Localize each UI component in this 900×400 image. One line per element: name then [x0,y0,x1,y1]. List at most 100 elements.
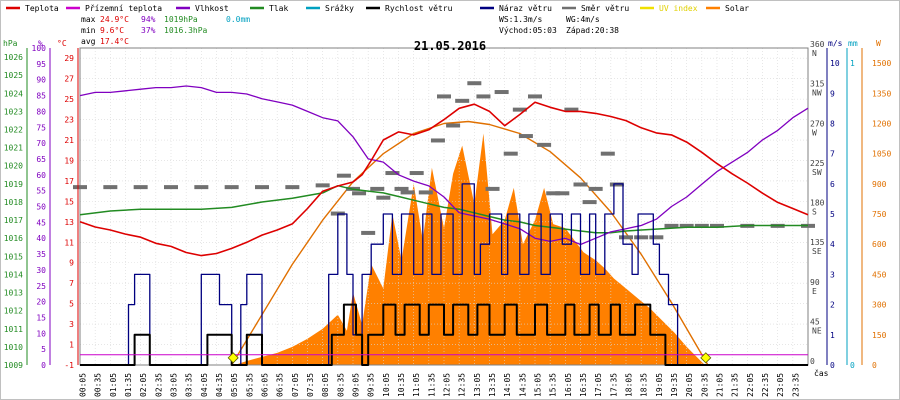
axis-ms-tick: 5 [830,210,835,219]
axis-ms-tick: 1 [830,331,835,340]
sunrise-marker [227,352,239,364]
axis-pct-tick: 70 [36,139,46,148]
sunset-marker [700,352,712,364]
wind-direction-mark [352,191,367,196]
axis-hpa-tick: 1009 [4,361,23,370]
axis-pct-tick: 75 [36,123,46,132]
axis-pct-tick: 60 [36,171,46,180]
axis-degc-tick: 29 [64,54,74,63]
axis-degc-tick: 3 [69,320,74,329]
axis-w-tick: 1200 [872,119,891,128]
legend-label-press: Tlak [269,4,288,13]
axis-hpa-tick: 1023 [4,107,23,116]
x-tick-label: 04:05 [200,373,209,397]
stat-label: max [81,15,96,24]
wind-direction-mark [573,182,588,187]
axis-dir-compass: SW [812,168,822,177]
wind-direction-mark [476,94,491,99]
wind-direction-mark [103,185,118,190]
wind-direction-mark [600,151,615,156]
stat-rain: 0.0mm [226,15,250,24]
axis-ms-tick: 8 [830,119,835,128]
x-tick-label: 01:35 [124,373,133,397]
wind-direction-mark [409,171,424,176]
stat-label: min [81,26,96,35]
clear-sky-curve [231,120,709,366]
x-tick-label: 15:35 [549,373,558,397]
axis-dir-tick: 225 [810,159,825,168]
axis-dir-compass: NW [812,89,822,98]
legend-label-gust: Náraz větru [499,4,552,13]
wind-direction-mark [564,107,579,112]
wind-direction-mark [224,185,239,190]
axis-degc-tick: 27 [64,75,74,84]
axis-degc-tick: 25 [64,95,74,104]
solar-area [234,133,705,365]
axis-hpa-tick: 1012 [4,307,23,316]
x-tick-label: 22:35 [761,373,770,397]
x-tick-label: 18:05 [625,373,634,397]
axis-ms-tick: 6 [830,180,835,189]
wind-direction-mark [679,223,694,228]
temperature-line [79,101,809,257]
x-tick-label: 19:05 [655,373,664,397]
x-tick-label: 17:35 [609,373,618,397]
axis-w-tick: 900 [872,180,887,189]
stat-temp: 24.9°C [100,15,129,24]
x-tick-label: 21:35 [731,373,740,397]
x-tick-label: 07:05 [291,373,300,397]
x-tick-label: 20:35 [700,373,709,397]
x-tick-label: 14:35 [518,373,527,397]
axis-dir-compass: E [812,287,817,296]
axis-pct-tick: 30 [36,266,46,275]
axis-pct-tick: 100 [32,44,47,53]
wind-direction-mark [518,134,533,139]
x-tick-label: 00:05 [79,373,88,397]
axis-degc-tick: -1 [64,361,74,370]
wind-direction-mark [315,183,330,188]
legend-label-dir: Směr větru [581,4,629,13]
x-tick-label: 10:35 [397,373,406,397]
gust-line [80,183,808,366]
x-tick-label: 02:35 [154,373,163,397]
stat-wg: WG:4m/s [566,15,600,24]
axis-ms-tick: 0 [830,361,835,370]
wind-direction-mark [582,200,597,205]
axis-w-tick: 0 [872,361,877,370]
wind-direction-mark [649,235,664,240]
axis-pct-tick: 45 [36,218,46,227]
wind-direction-mark [467,81,482,86]
axis-hpa-tick: 1020 [4,162,23,171]
axis-pct-tick: 25 [36,282,46,291]
axis-degc-label: °C [57,39,67,48]
axis-w-tick: 750 [872,210,887,219]
wind-direction-mark [194,185,209,190]
legend-label-temp: Teplota [25,4,59,13]
axis-hpa-tick: 1014 [4,270,23,279]
legend-label-feels: Přízemní teplota [85,4,162,13]
wind-direction-mark [255,185,269,190]
wind-direction-mark [485,186,500,191]
wind-direction-mark [437,94,451,99]
wind-direction-mark [634,235,649,240]
x-tick-label: 16:05 [564,373,573,397]
legend-label-rain: Srážky [325,4,354,13]
wind-direction-mark [376,195,391,200]
legend-label-uv: UV index [659,4,698,13]
x-tick-label: 01:05 [109,373,118,397]
x-tick-label: 10:05 [382,373,391,397]
axis-degc-tick: 11 [64,238,74,247]
axis-hpa-tick: 1010 [4,343,23,352]
wind-direction-mark [710,223,724,228]
axis-ms-tick: 9 [830,89,835,98]
axis-w-label: W [876,39,881,48]
x-tick-label: 21:05 [716,373,725,397]
axis-degc-tick: 5 [69,300,74,309]
axis-degc-tick: 15 [64,197,74,206]
x-axis-label: čas [814,368,829,378]
x-tick-label: 04:35 [215,373,224,397]
wind-direction-mark [336,173,351,178]
wind-direction-mark [555,191,570,196]
axis-degc-tick: 17 [64,177,74,186]
wind-direction-mark [546,191,561,196]
